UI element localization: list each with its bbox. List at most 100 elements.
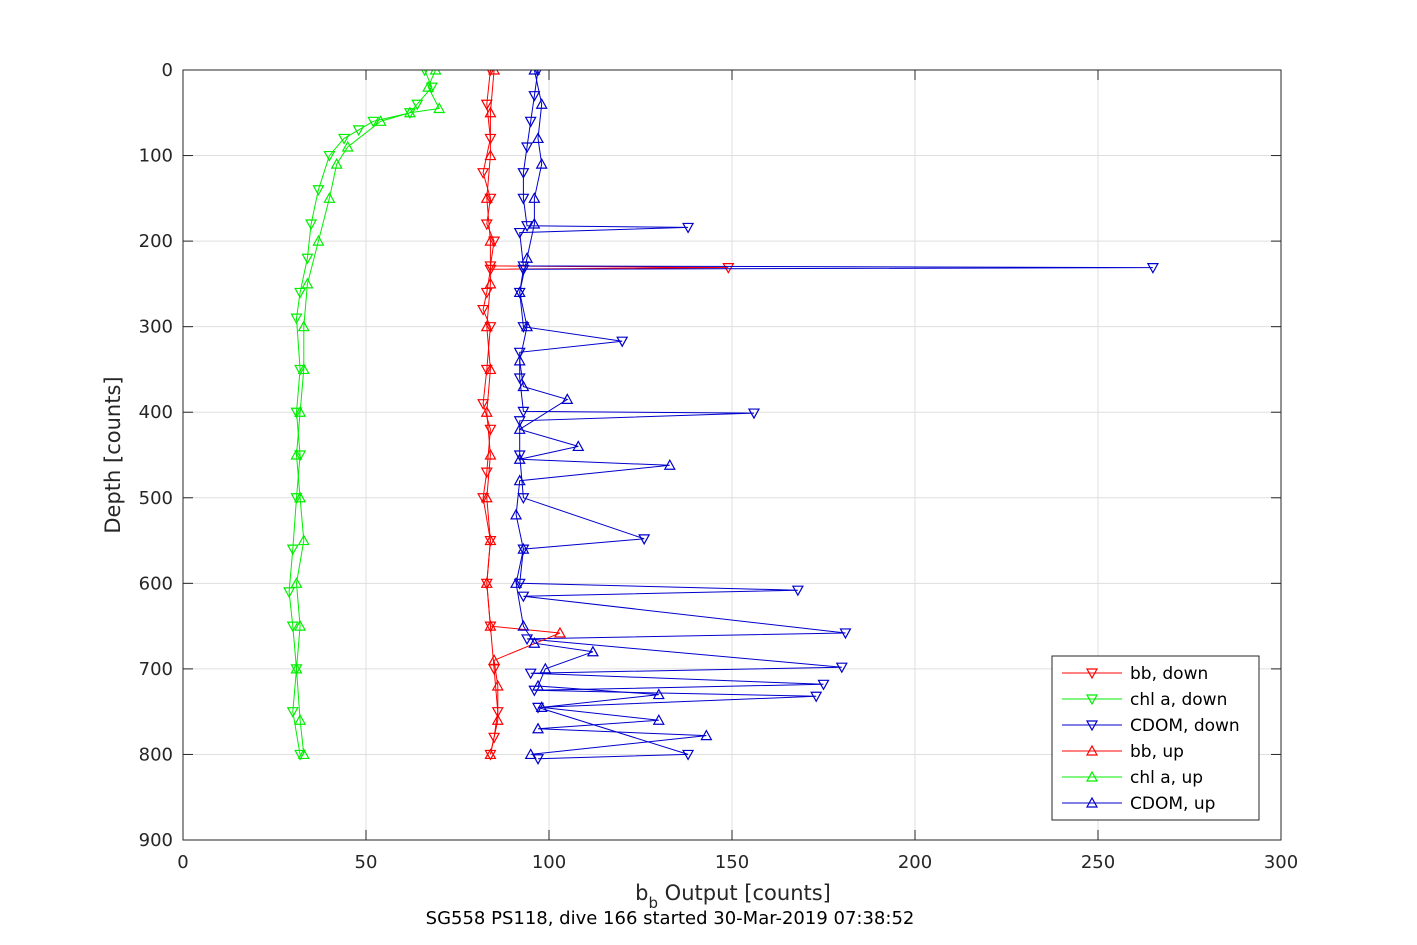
data-point bbox=[484, 534, 497, 546]
data-point bbox=[528, 192, 541, 203]
legend-swatch-marker bbox=[1085, 694, 1099, 706]
data-point bbox=[480, 99, 493, 111]
y-tick-label: 0 bbox=[162, 60, 173, 81]
x-tick-label: 200 bbox=[898, 852, 932, 873]
data-point bbox=[638, 534, 651, 546]
legend-item: CDOM, down bbox=[1062, 716, 1240, 736]
data-point bbox=[517, 591, 530, 603]
data-point bbox=[521, 221, 534, 232]
y-tick-label: 100 bbox=[139, 146, 173, 167]
data-point bbox=[510, 508, 523, 520]
data-point bbox=[294, 749, 307, 761]
data-point bbox=[791, 585, 804, 597]
data-point bbox=[491, 713, 504, 725]
data-point bbox=[294, 364, 307, 376]
legend-label: bb, down bbox=[1130, 664, 1208, 684]
data-point bbox=[312, 185, 325, 197]
data-point bbox=[553, 626, 566, 638]
data-point bbox=[539, 662, 552, 674]
data-point bbox=[528, 217, 541, 229]
data-point bbox=[484, 748, 497, 760]
data-point bbox=[747, 408, 760, 420]
data-point bbox=[290, 662, 303, 674]
data-point bbox=[663, 459, 676, 470]
y-tick-label: 800 bbox=[139, 744, 173, 765]
legend-box bbox=[1051, 655, 1260, 821]
data-point bbox=[484, 106, 497, 118]
data-point bbox=[290, 313, 303, 325]
legend-swatch-marker bbox=[1085, 720, 1099, 732]
data-point bbox=[323, 192, 336, 203]
legend-swatch-marker bbox=[1085, 668, 1099, 680]
series-line bbox=[288, 70, 433, 755]
data-point bbox=[517, 406, 530, 418]
data-point bbox=[330, 157, 343, 169]
data-point bbox=[488, 654, 501, 665]
data-point bbox=[1146, 263, 1159, 274]
data-point bbox=[517, 380, 530, 392]
data-point bbox=[484, 149, 497, 161]
data-point bbox=[290, 448, 303, 460]
data-point bbox=[283, 587, 296, 599]
data-point bbox=[480, 577, 493, 588]
data-point bbox=[532, 754, 545, 765]
data-point bbox=[513, 474, 526, 486]
data-point bbox=[477, 168, 490, 179]
data-point bbox=[290, 407, 303, 419]
data-point bbox=[480, 405, 493, 417]
y-tick-label: 300 bbox=[139, 317, 173, 338]
data-point bbox=[480, 192, 493, 203]
x-tick-label: 100 bbox=[532, 852, 566, 873]
data-point bbox=[290, 493, 303, 505]
data-point bbox=[491, 679, 504, 691]
data-point bbox=[535, 701, 548, 712]
data-point bbox=[480, 491, 493, 503]
data-point bbox=[294, 491, 307, 503]
y-tick-label: 700 bbox=[139, 659, 173, 680]
data-point bbox=[484, 277, 497, 289]
series-chl-a-up bbox=[290, 70, 446, 760]
data-point bbox=[286, 544, 299, 556]
x-tick-label: 250 bbox=[1081, 852, 1115, 873]
data-point bbox=[513, 453, 526, 464]
data-point bbox=[305, 219, 318, 231]
data-point bbox=[652, 713, 665, 725]
data-point bbox=[532, 702, 545, 714]
data-point bbox=[484, 363, 497, 375]
data-point bbox=[524, 116, 537, 128]
data-point bbox=[513, 354, 526, 366]
data-point bbox=[513, 423, 526, 434]
x-tick-label: 0 bbox=[177, 852, 188, 873]
series-line bbox=[519, 70, 1153, 760]
legend-item: bb, up bbox=[1062, 742, 1184, 762]
x-axis-ticks: 0 50 100 150 200 250 300 bbox=[177, 70, 1298, 873]
y-axis-label: Depth [counts] bbox=[101, 376, 125, 533]
data-point bbox=[477, 399, 490, 410]
data-point bbox=[433, 102, 446, 114]
data-point bbox=[422, 80, 435, 92]
legend-item: chl a, up bbox=[1062, 768, 1203, 788]
data-point bbox=[810, 691, 823, 703]
data-point bbox=[403, 106, 416, 118]
data-point bbox=[682, 749, 695, 761]
data-point bbox=[297, 320, 310, 332]
y-tick-label: 600 bbox=[139, 573, 173, 594]
data-point bbox=[290, 577, 303, 588]
data-point bbox=[586, 645, 599, 657]
data-point bbox=[286, 621, 299, 633]
data-point bbox=[517, 168, 530, 179]
data-point bbox=[374, 115, 387, 126]
data-point bbox=[835, 662, 848, 674]
data-point bbox=[722, 263, 735, 274]
data-point bbox=[411, 99, 424, 111]
legend-swatch-marker bbox=[1085, 796, 1099, 808]
data-point bbox=[513, 347, 526, 359]
series-layer bbox=[283, 70, 1159, 765]
data-point bbox=[652, 688, 665, 700]
data-point bbox=[521, 634, 534, 646]
x-tick-label: 50 bbox=[355, 852, 378, 873]
legend-item: chl a, down bbox=[1062, 690, 1227, 710]
data-point bbox=[480, 320, 493, 332]
data-point bbox=[338, 133, 351, 145]
legend-item: bb, down bbox=[1062, 664, 1208, 684]
